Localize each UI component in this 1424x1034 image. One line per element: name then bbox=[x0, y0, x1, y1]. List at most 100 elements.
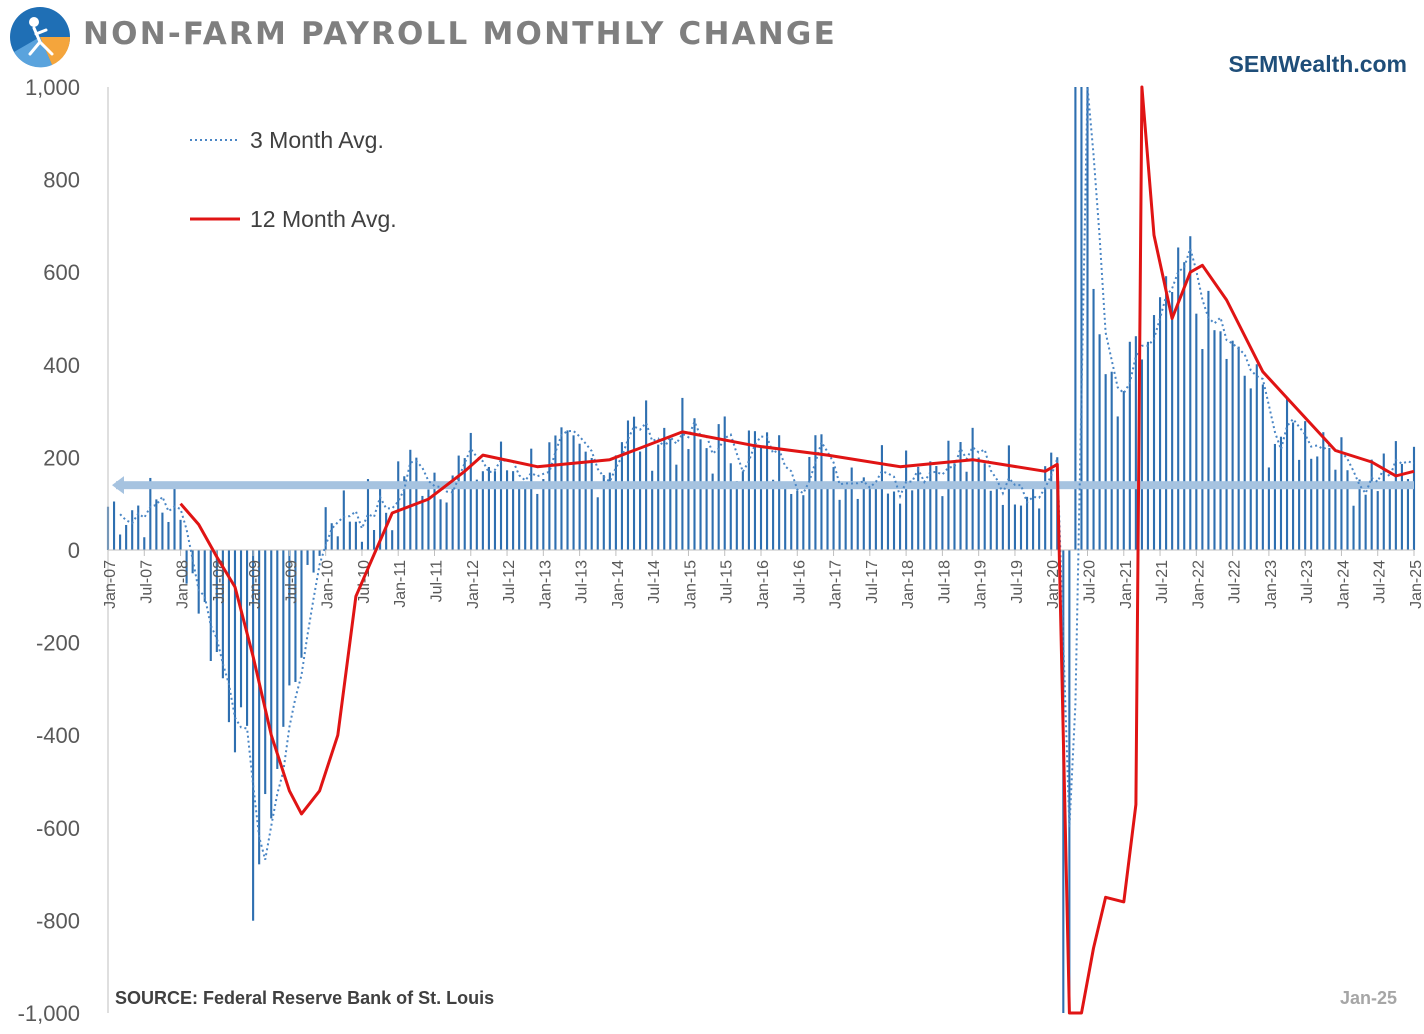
bar bbox=[1358, 479, 1361, 550]
bar bbox=[1146, 341, 1150, 550]
x-tick-label: Jan-19 bbox=[973, 560, 990, 609]
bar bbox=[499, 441, 503, 550]
bar bbox=[699, 439, 702, 550]
x-tick-label: Jul-24 bbox=[1372, 560, 1389, 604]
y-tick-label: -1,000 bbox=[18, 1001, 80, 1026]
x-tick-label: Jul-14 bbox=[646, 560, 663, 604]
bar bbox=[832, 467, 835, 550]
bar bbox=[1032, 488, 1035, 550]
x-tick-label: Jul-23 bbox=[1299, 560, 1316, 604]
bar bbox=[1382, 453, 1385, 550]
bar bbox=[457, 455, 460, 550]
bar bbox=[1195, 313, 1198, 550]
bar bbox=[886, 493, 890, 550]
bar bbox=[602, 475, 605, 550]
bar bbox=[379, 482, 382, 550]
bar bbox=[1346, 470, 1349, 550]
bar bbox=[288, 550, 291, 686]
bar bbox=[959, 442, 962, 550]
x-tick-label: Jul-07 bbox=[138, 560, 155, 604]
bar bbox=[536, 493, 539, 550]
series-12m-avg-line bbox=[179, 85, 1415, 1015]
bar bbox=[965, 471, 968, 550]
bar bbox=[264, 550, 267, 795]
bar bbox=[1328, 447, 1331, 550]
bar bbox=[608, 472, 611, 550]
bar bbox=[252, 550, 255, 921]
bar bbox=[796, 490, 799, 550]
bar bbox=[312, 550, 315, 573]
bar bbox=[862, 477, 865, 550]
bar bbox=[185, 550, 188, 584]
bar bbox=[554, 435, 557, 550]
bar bbox=[131, 510, 134, 550]
bar bbox=[336, 536, 339, 550]
bar bbox=[953, 463, 956, 550]
bar bbox=[1243, 375, 1246, 550]
bar bbox=[929, 461, 932, 550]
bar bbox=[463, 458, 466, 550]
bar bbox=[239, 550, 243, 708]
bar bbox=[119, 534, 122, 550]
y-tick-label: -400 bbox=[36, 723, 80, 748]
bar bbox=[542, 479, 545, 550]
bar bbox=[1183, 262, 1186, 550]
bar bbox=[227, 550, 230, 723]
bar bbox=[1285, 397, 1289, 550]
bar bbox=[1273, 443, 1276, 550]
legend-label-3m: 3 Month Avg. bbox=[250, 127, 384, 153]
bar bbox=[209, 550, 212, 661]
bar bbox=[137, 505, 140, 550]
bar bbox=[1044, 466, 1047, 550]
x-tick-label: Jul-12 bbox=[501, 560, 518, 604]
bar bbox=[1237, 346, 1240, 550]
bar bbox=[1231, 340, 1234, 550]
bar bbox=[584, 451, 587, 550]
bar bbox=[348, 521, 351, 550]
bar bbox=[1279, 436, 1283, 550]
bar bbox=[620, 442, 623, 550]
bar bbox=[439, 499, 442, 550]
x-tick-label: Jan-22 bbox=[1190, 560, 1207, 609]
x-tick-label: Jul-09 bbox=[283, 560, 300, 604]
bar bbox=[221, 550, 224, 679]
bar bbox=[808, 456, 811, 550]
bar bbox=[409, 449, 412, 550]
bar bbox=[1388, 485, 1391, 550]
bar bbox=[735, 481, 738, 550]
bar bbox=[385, 512, 388, 550]
y-tick-label: 400 bbox=[43, 353, 80, 378]
bar bbox=[342, 490, 345, 550]
bar bbox=[1207, 290, 1210, 550]
bar bbox=[790, 493, 793, 550]
bar bbox=[330, 523, 333, 550]
bar bbox=[524, 486, 527, 550]
y-tick-label: 0 bbox=[68, 538, 80, 563]
date-note: Jan-25 bbox=[1340, 988, 1397, 1008]
bar bbox=[911, 490, 914, 550]
bar bbox=[282, 550, 285, 727]
bar bbox=[669, 438, 672, 550]
bar bbox=[1007, 445, 1010, 550]
x-tick-label: Jan-17 bbox=[828, 560, 845, 609]
bar bbox=[826, 485, 829, 550]
x-tick-label: Jan-21 bbox=[1118, 560, 1135, 609]
bar bbox=[372, 530, 376, 550]
x-tick-label: Jan-25 bbox=[1408, 560, 1424, 609]
site-label: SEMWealth.com bbox=[1229, 51, 1408, 77]
bar bbox=[899, 503, 902, 550]
legend-label-12m: 12 Month Avg. bbox=[250, 206, 397, 232]
bar bbox=[1104, 374, 1107, 550]
x-tick-label: Jan-09 bbox=[247, 560, 264, 609]
bar bbox=[324, 507, 327, 550]
bar bbox=[729, 463, 732, 550]
bar bbox=[203, 550, 206, 603]
bar bbox=[941, 496, 944, 550]
bar bbox=[366, 479, 370, 550]
bar bbox=[548, 442, 551, 550]
x-tick-label: Jul-16 bbox=[791, 560, 808, 604]
bar bbox=[995, 484, 998, 550]
bar bbox=[989, 490, 992, 550]
bar bbox=[935, 466, 938, 550]
bar bbox=[874, 481, 877, 550]
